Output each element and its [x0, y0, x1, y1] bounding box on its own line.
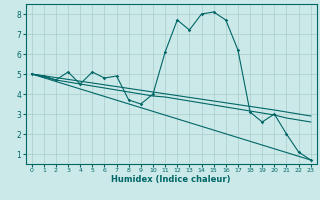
- X-axis label: Humidex (Indice chaleur): Humidex (Indice chaleur): [111, 175, 231, 184]
